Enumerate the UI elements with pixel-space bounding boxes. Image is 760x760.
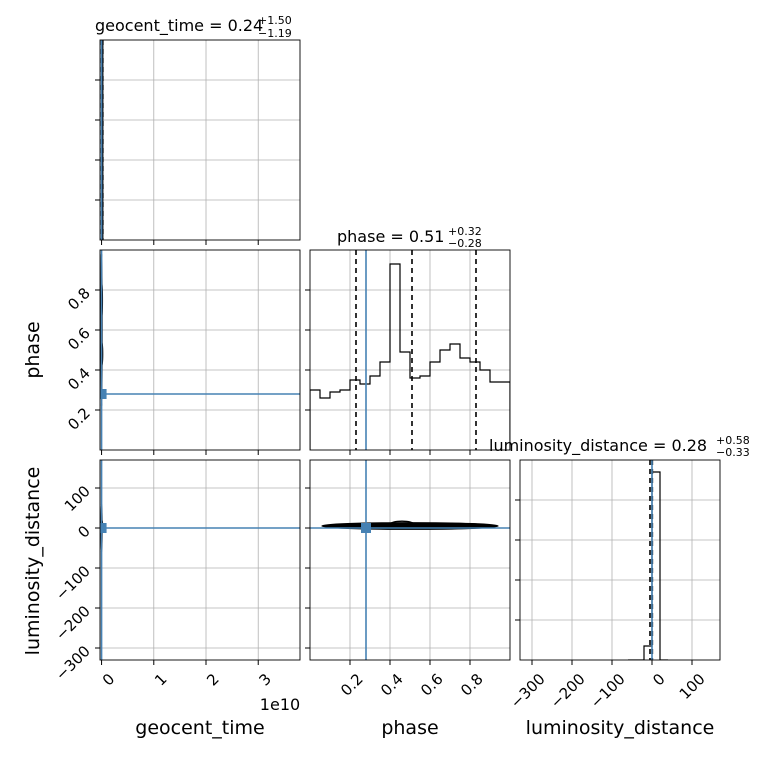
xlabel-geocent-time: geocent_time <box>135 717 264 739</box>
xtick-label-luminosity-distance-m300: −300 <box>507 670 549 712</box>
xtick-label-luminosity-distance-m100: −100 <box>587 670 629 712</box>
title-phase: phase = 0.51 +0.32 −0.28 <box>337 225 482 250</box>
title-luminosity-distance-plus: +0.58 <box>716 434 750 447</box>
panel-geocent-time-luminosity-distance <box>100 460 300 660</box>
panels <box>95 39 721 665</box>
title-geocent-time-main: geocent_time = 0.24 <box>95 16 263 36</box>
title-phase-main: phase = 0.51 <box>337 227 444 246</box>
title-luminosity-distance: luminosity_distance = 0.28 +0.58 −0.33 <box>489 434 750 459</box>
title-luminosity-distance-minus: −0.33 <box>716 446 750 459</box>
xtick-label-luminosity-distance-0: 0 <box>649 670 668 689</box>
title-geocent-time: geocent_time = 0.24 +1.50 −1.19 <box>95 14 292 40</box>
ytick-label-luminosity-distance-100: 100 <box>61 482 94 515</box>
panel-geocent-time-geocent-time <box>100 40 300 240</box>
xtick-label-phase-0.6: 0.6 <box>417 670 447 700</box>
ytick-label-luminosity-distance-0: 0 <box>74 522 93 541</box>
truth-marker-phase-luminosity-distance <box>361 523 371 533</box>
frame-geocent-time-geocent-time <box>99 39 301 241</box>
xtick-label-geocent-time-0: 0 <box>99 670 118 689</box>
xtick-label-luminosity-distance-m200: −200 <box>547 670 589 712</box>
frame-phase-luminosity-distance <box>309 459 511 661</box>
ytick-label-luminosity-distance-m100: −100 <box>52 562 94 604</box>
xlabel-luminosity-distance: luminosity_distance <box>526 717 715 739</box>
frame-luminosity-distance-luminosity-distance <box>519 459 721 661</box>
xtick-label-luminosity-distance-100: 100 <box>676 670 709 703</box>
title-phase-plus: +0.32 <box>448 225 482 238</box>
xlabel-phase: phase <box>381 717 438 739</box>
panel-luminosity-distance-luminosity-distance <box>520 460 720 660</box>
xtick-label-phase-0.4: 0.4 <box>377 670 407 700</box>
frame-geocent-time-phase <box>99 249 301 451</box>
geocent-time-offset-label: 1e10 <box>260 695 300 714</box>
xtick-label-geocent-time-2: 2 <box>203 670 222 689</box>
ylabel-luminosity-distance: luminosity_distance <box>22 467 44 656</box>
ytick-label-phase-0.8: 0.8 <box>64 284 94 314</box>
title-geocent-time-minus: −1.19 <box>258 27 292 40</box>
frame-geocent-time-luminosity-distance <box>99 459 301 661</box>
panel-phase-phase <box>310 250 510 450</box>
hist-phase <box>310 263 510 450</box>
title-luminosity-distance-main: luminosity_distance = 0.28 <box>489 436 707 456</box>
ytick-label-phase-0.6: 0.6 <box>64 324 94 354</box>
ytick-label-luminosity-distance-m300: −300 <box>52 642 94 684</box>
title-geocent-time-plus: +1.50 <box>258 14 292 27</box>
truth-marker-geocent-time-luminosity-distance <box>100 523 107 533</box>
panel-phase-luminosity-distance <box>310 460 510 660</box>
contour-phase-luminosity-distance-1 <box>389 520 415 529</box>
xtick-label-geocent-time-1: 1 <box>151 670 170 689</box>
frame-phase-phase <box>309 249 511 451</box>
ytick-label-luminosity-distance-m200: −200 <box>52 602 94 644</box>
xtick-label-phase-0.2: 0.2 <box>337 670 367 700</box>
ytick-label-phase-0.2: 0.2 <box>64 404 94 434</box>
title-phase-minus: −0.28 <box>448 237 482 250</box>
ytick-label-phase-0.4: 0.4 <box>64 364 94 394</box>
panel-geocent-time-phase <box>100 250 300 450</box>
xtick-label-phase-0.8: 0.8 <box>457 670 487 700</box>
ylabel-phase: phase <box>22 321 44 378</box>
xtick-label-geocent-time-3: 3 <box>255 670 274 689</box>
truth-marker-geocent-time-phase <box>100 389 107 399</box>
